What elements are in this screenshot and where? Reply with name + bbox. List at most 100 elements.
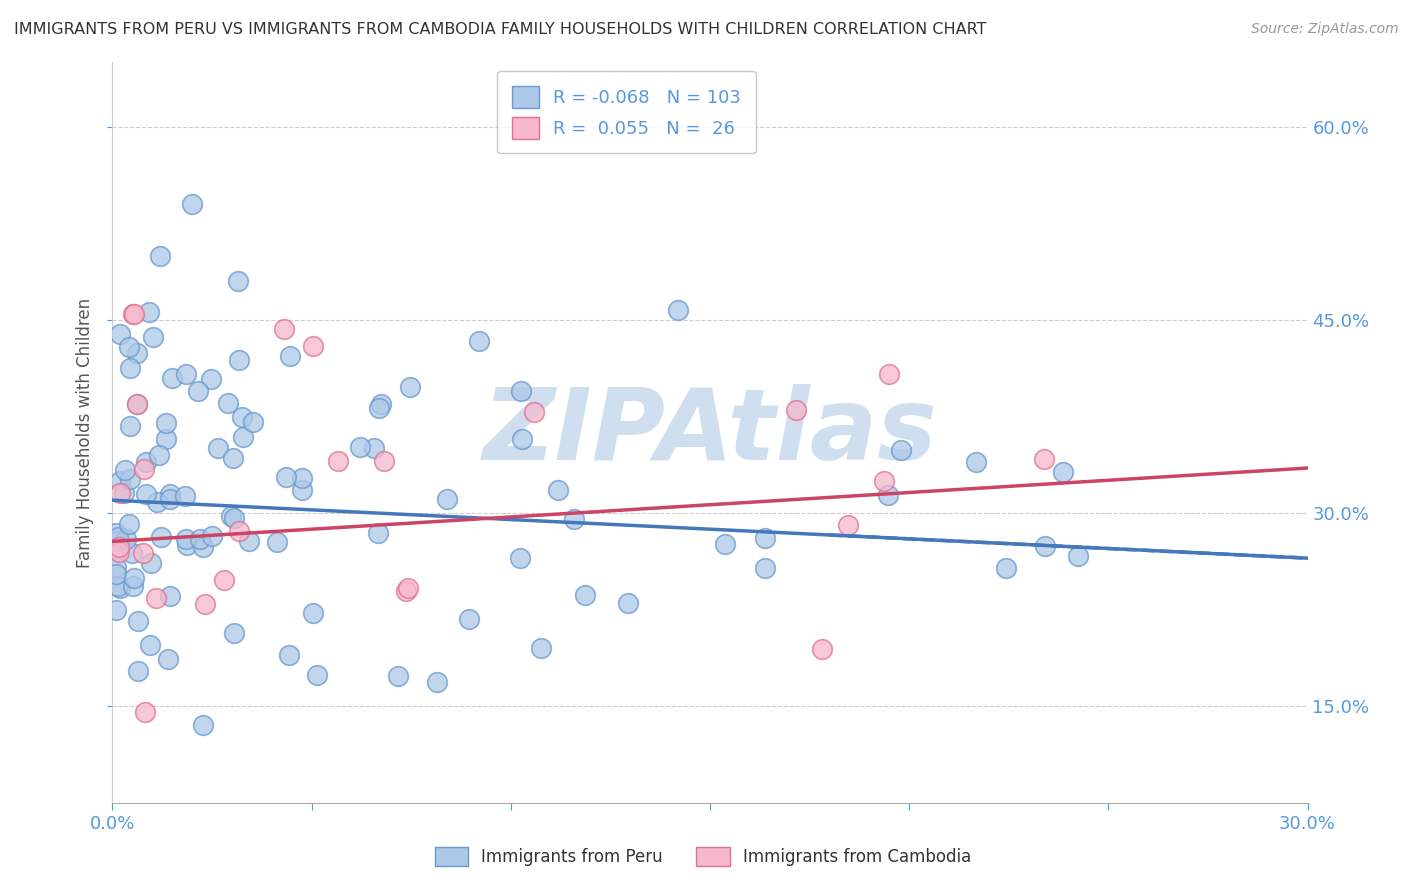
Point: [105, 567, 128, 582]
Legend: R = -0.068   N = 103, R =  0.055   N =  26: R = -0.068 N = 103, R = 0.055 N = 26: [498, 71, 755, 153]
Point: [108, 486, 131, 500]
Point: [155, 432, 177, 446]
Y-axis label: Family Households with Children: Family Households with Children: [76, 298, 94, 567]
Point: [142, 330, 165, 344]
Point: [187, 384, 209, 398]
Point: [174, 367, 197, 381]
Point: [124, 571, 146, 585]
Point: [396, 581, 419, 595]
Point: [370, 397, 392, 411]
Point: [305, 668, 328, 682]
Point: [228, 353, 250, 368]
Point: [121, 546, 143, 560]
Point: [127, 397, 149, 411]
Point: [135, 455, 157, 469]
Legend: Immigrants from Peru, Immigrants from Cambodia: Immigrants from Peru, Immigrants from Ca…: [426, 838, 980, 875]
Point: [373, 454, 395, 468]
Point: [139, 638, 162, 652]
Point: [191, 540, 214, 554]
Point: [226, 274, 249, 288]
Point: [155, 416, 177, 430]
Point: [785, 403, 807, 417]
Point: [965, 455, 987, 469]
Text: IMMIGRANTS FROM PERU VS IMMIGRANTS FROM CAMBODIA FAMILY HOUSEHOLDS WITH CHILDREN: IMMIGRANTS FROM PERU VS IMMIGRANTS FROM …: [14, 22, 987, 37]
Point: [135, 486, 157, 500]
Point: [222, 450, 245, 465]
Point: [291, 471, 314, 485]
Point: [150, 530, 173, 544]
Point: [617, 596, 640, 610]
Point: [105, 533, 128, 548]
Point: [107, 579, 129, 593]
Point: [118, 341, 141, 355]
Point: [159, 491, 181, 506]
Point: [219, 509, 242, 524]
Point: [114, 463, 136, 477]
Point: [105, 526, 128, 541]
Point: [436, 491, 458, 506]
Text: ZIPAtlas: ZIPAtlas: [482, 384, 938, 481]
Point: [877, 488, 900, 502]
Point: [108, 326, 131, 341]
Point: [278, 648, 301, 663]
Point: [468, 334, 491, 349]
Point: [368, 401, 391, 415]
Point: [1052, 465, 1074, 479]
Point: [118, 516, 141, 531]
Point: [291, 483, 314, 497]
Point: [146, 495, 169, 509]
Point: [157, 651, 180, 665]
Point: [139, 557, 162, 571]
Point: [510, 384, 533, 398]
Point: [105, 603, 128, 617]
Point: [201, 529, 224, 543]
Point: [232, 430, 254, 444]
Point: [162, 371, 184, 385]
Point: [301, 339, 323, 353]
Point: [278, 349, 301, 363]
Point: [120, 360, 142, 375]
Point: [118, 472, 141, 486]
Point: [159, 589, 181, 603]
Point: [266, 534, 288, 549]
Point: [509, 550, 531, 565]
Point: [107, 530, 129, 544]
Text: Source: ZipAtlas.com: Source: ZipAtlas.com: [1251, 22, 1399, 37]
Point: [118, 419, 141, 434]
Point: [125, 397, 148, 411]
Point: [302, 606, 325, 620]
Point: [666, 302, 689, 317]
Point: [242, 415, 264, 429]
Point: [127, 346, 149, 360]
Point: [510, 432, 533, 446]
Point: [108, 540, 131, 554]
Point: [1032, 451, 1054, 466]
Point: [523, 405, 546, 419]
Point: [574, 588, 596, 602]
Point: [890, 443, 912, 458]
Point: [224, 510, 246, 524]
Point: [148, 448, 170, 462]
Point: [193, 717, 215, 731]
Point: [274, 470, 297, 484]
Point: [1066, 549, 1088, 564]
Point: [363, 442, 385, 456]
Point: [222, 625, 245, 640]
Point: [367, 526, 389, 541]
Point: [217, 396, 239, 410]
Point: [457, 612, 479, 626]
Point: [127, 664, 149, 678]
Point: [114, 532, 136, 546]
Point: [426, 675, 449, 690]
Point: [174, 532, 197, 546]
Point: [207, 441, 229, 455]
Point: [811, 641, 834, 656]
Point: [349, 440, 371, 454]
Point: [530, 641, 553, 656]
Point: [138, 304, 160, 318]
Point: [398, 380, 420, 394]
Point: [188, 532, 211, 546]
Point: [145, 591, 167, 606]
Point: [105, 559, 128, 574]
Point: [837, 517, 859, 532]
